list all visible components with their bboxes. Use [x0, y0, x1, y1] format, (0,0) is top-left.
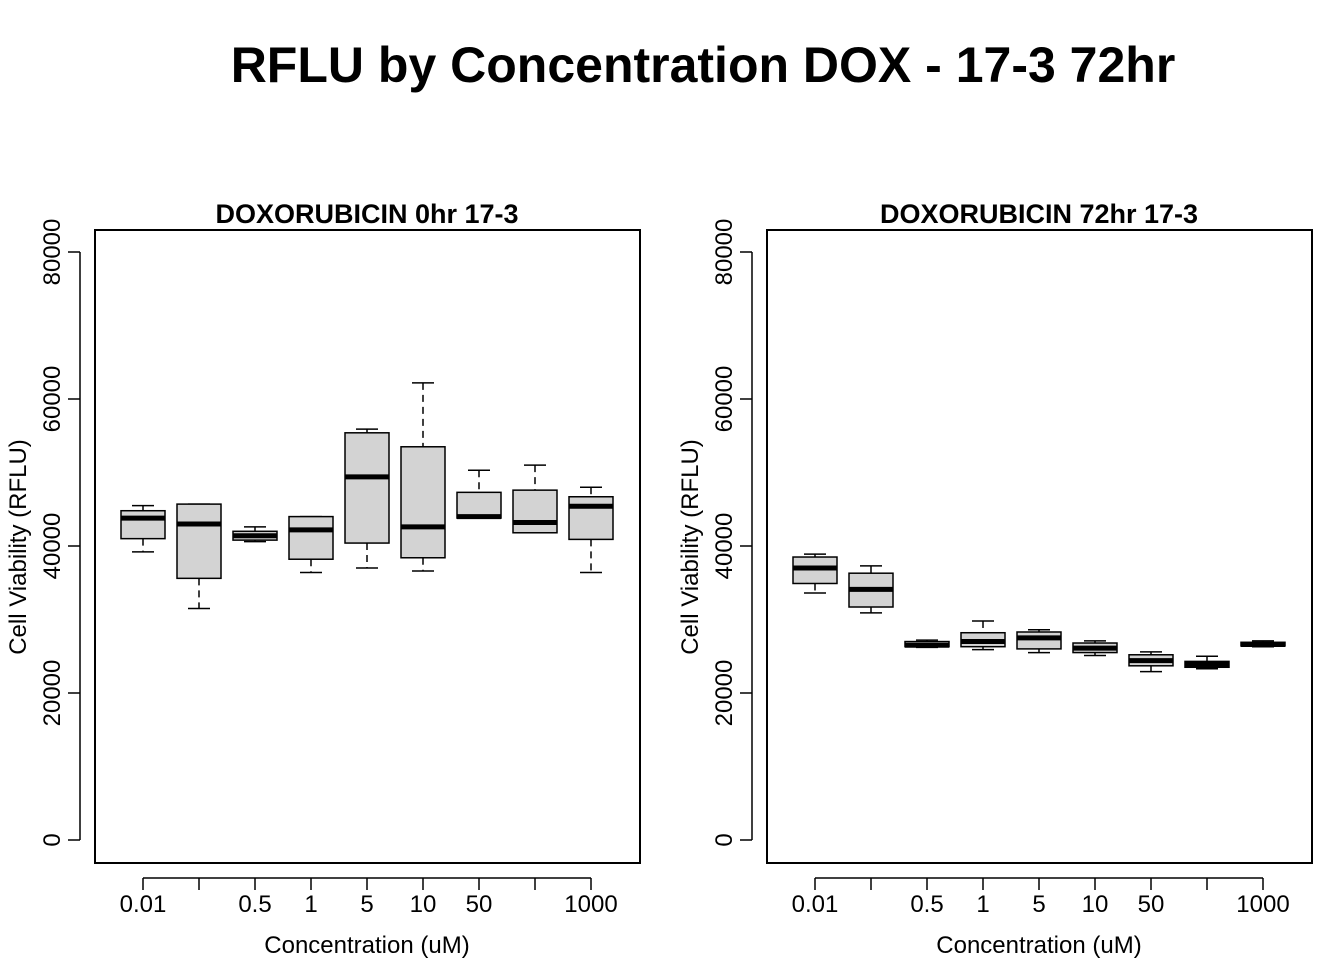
box-iqr — [568, 496, 614, 541]
box-group — [512, 464, 558, 534]
box-group — [400, 382, 446, 572]
y-tick-label: 20000 — [711, 660, 738, 727]
y-axis-label-left: Cell Viability (RFLU) — [5, 439, 32, 655]
panel-left: DOXORUBICIN 0hr 17-3 0 20000 40000 60000 800… — [5, 199, 641, 959]
x-tick-label: 10 — [1082, 891, 1109, 918]
box-group — [344, 428, 390, 569]
box-iqr — [120, 509, 166, 540]
box-group — [1240, 640, 1286, 648]
x-tick-label: 0.01 — [792, 891, 839, 918]
x-tick-label: 1000 — [564, 891, 617, 918]
box-group — [904, 639, 950, 649]
y-tick-label: 60000 — [39, 366, 66, 433]
box-group — [1072, 640, 1118, 657]
x-tick-label: 0.5 — [910, 891, 943, 918]
box-group — [960, 620, 1006, 651]
x-tick-label: 0.5 — [238, 891, 271, 918]
x-axis-left: 0.01 0.5 1 5 10 50 1000 — [120, 877, 618, 918]
box-iqr — [456, 491, 502, 519]
y-axis-label-right: Cell Viability (RFLU) — [677, 439, 704, 655]
x-tick-label: 10 — [410, 891, 437, 918]
x-tick-label: 50 — [466, 891, 493, 918]
box-group — [120, 504, 166, 553]
y-tick-label: 40000 — [711, 513, 738, 580]
y-axis-left: 0 20000 40000 60000 80000 — [39, 219, 81, 847]
y-tick-label: 80000 — [39, 219, 66, 286]
x-tick-label: 1 — [304, 891, 317, 918]
x-axis-label-right: Concentration (uM) — [936, 932, 1141, 959]
y-tick-label: 0 — [39, 833, 66, 846]
x-tick-label: 5 — [1032, 891, 1045, 918]
box-iqr — [400, 446, 446, 559]
box-group — [568, 486, 614, 574]
box-group — [1184, 655, 1230, 670]
box-group — [848, 565, 894, 614]
box-group — [288, 515, 334, 574]
box-iqr — [176, 503, 222, 580]
x-tick-label: 1 — [976, 891, 989, 918]
x-axis-label-left: Concentration (uM) — [264, 932, 469, 959]
y-tick-label: 0 — [711, 833, 738, 846]
boxes-left — [120, 382, 614, 610]
box-group — [792, 553, 838, 594]
y-tick-label: 20000 — [39, 660, 66, 727]
plot-frame-right — [766, 229, 1313, 864]
box-group — [1016, 629, 1062, 654]
box-group — [1128, 651, 1174, 673]
panel-title-right: DOXORUBICIN 72hr 17-3 — [880, 199, 1198, 229]
box-iqr — [288, 515, 334, 560]
x-tick-label: 50 — [1138, 891, 1165, 918]
box-group — [232, 526, 278, 543]
panel-right: DOXORUBICIN 72hr 17-3 0 20000 40000 60000 80… — [677, 199, 1313, 959]
y-tick-label: 40000 — [39, 513, 66, 580]
x-axis-right: 0.01 0.5 1 5 10 50 1000 — [792, 877, 1290, 918]
boxes-right — [792, 553, 1286, 673]
box-iqr — [344, 432, 390, 544]
box-group — [176, 503, 222, 610]
box-iqr — [512, 489, 558, 534]
x-tick-label: 0.01 — [120, 891, 167, 918]
y-tick-label: 60000 — [711, 366, 738, 433]
x-tick-label: 1000 — [1236, 891, 1289, 918]
y-tick-label: 80000 — [711, 219, 738, 286]
box-iqr — [1016, 631, 1062, 650]
main-title: RFLU by Concentration DOX - 17-3 72hr — [231, 37, 1176, 93]
plot-frame-left — [94, 229, 641, 864]
panel-title-left: DOXORUBICIN 0hr 17-3 — [215, 199, 518, 229]
box-group — [456, 469, 502, 520]
y-axis-right: 0 20000 40000 60000 80000 — [711, 219, 753, 847]
x-tick-label: 5 — [360, 891, 373, 918]
